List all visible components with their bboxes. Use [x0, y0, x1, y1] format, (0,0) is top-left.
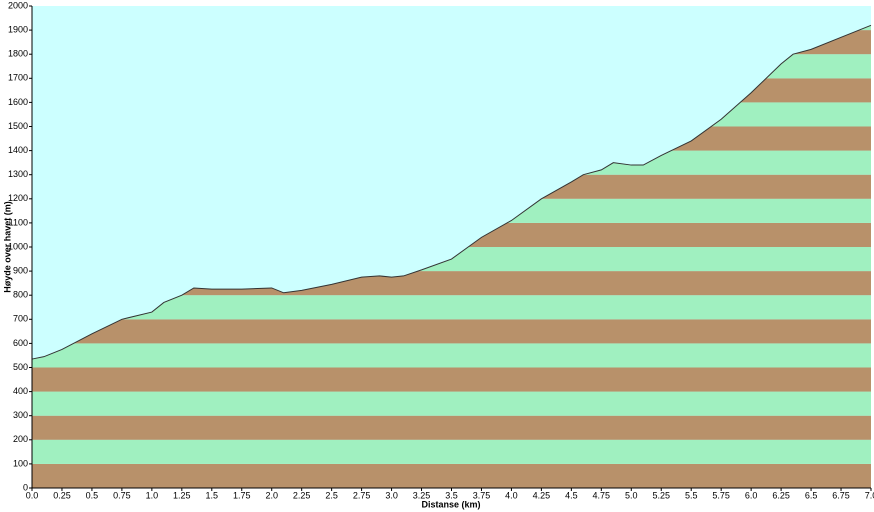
y-tick-label: 700 — [13, 314, 28, 324]
y-tick-label: 1300 — [8, 169, 28, 179]
x-tick-label: 5.5 — [685, 490, 698, 500]
x-tick-label: 5.25 — [652, 490, 670, 500]
y-tick-label: 1500 — [8, 121, 28, 131]
x-tick-label: 0.25 — [53, 490, 71, 500]
x-tick-label: 1.5 — [206, 490, 219, 500]
y-tick-label: 500 — [13, 362, 28, 372]
y-tick-label: 1200 — [8, 193, 28, 203]
x-tick-label: 1.0 — [146, 490, 159, 500]
x-tick-label: 6.75 — [832, 490, 850, 500]
x-tick-label: 4.75 — [593, 490, 611, 500]
x-tick-label: 2.75 — [353, 490, 371, 500]
x-tick-label: 3.0 — [385, 490, 398, 500]
x-tick-label: 3.5 — [445, 490, 458, 500]
elevation-band — [32, 415, 871, 440]
y-tick-label: 400 — [13, 386, 28, 396]
y-tick-label: 1100 — [9, 217, 28, 227]
y-tick-label: 100 — [13, 458, 28, 468]
y-tick-label: 200 — [13, 434, 28, 444]
x-tick-label: 4.0 — [505, 490, 518, 500]
y-tick-label: 600 — [13, 338, 28, 348]
x-tick-label: 0.0 — [26, 490, 39, 500]
y-tick-label: 1000 — [8, 241, 28, 251]
elevation-band — [32, 319, 871, 344]
x-tick-label: 3.25 — [413, 490, 431, 500]
x-tick-label: 5.0 — [625, 490, 638, 500]
y-tick-label: 1900 — [8, 24, 28, 34]
y-tick-label: 1800 — [8, 49, 28, 59]
y-tick-label: 2000 — [8, 0, 28, 10]
elevation-line — [31, 24, 872, 360]
elevation-band — [32, 367, 871, 392]
elevation-band — [32, 343, 871, 368]
x-tick-label: 3.75 — [473, 490, 491, 500]
x-tick-label: 1.25 — [173, 490, 191, 500]
elevation-band — [32, 439, 871, 464]
x-tick-label: 2.25 — [293, 490, 311, 500]
x-tick-label: 2.5 — [325, 490, 338, 500]
y-axis-title: Høyde over havet (m) — [2, 201, 12, 293]
x-tick-label: 0.5 — [86, 490, 99, 500]
x-tick-label: 4.5 — [565, 490, 578, 500]
y-tick-label: 0 — [23, 482, 28, 492]
x-tick-label: 7.0 — [865, 490, 874, 500]
y-tick-label: 800 — [13, 290, 28, 300]
x-tick-label: 5.75 — [712, 490, 730, 500]
y-tick-label: 1600 — [8, 97, 28, 107]
x-axis-title: Distanse (km) — [421, 499, 480, 509]
x-tick-label: 1.75 — [233, 490, 251, 500]
x-tick-label: 6.25 — [772, 490, 790, 500]
x-tick-label: 2.0 — [265, 490, 278, 500]
x-tick-label: 6.0 — [745, 490, 758, 500]
y-tick-label: 900 — [13, 265, 28, 275]
x-tick-label: 4.25 — [533, 490, 551, 500]
y-tick-label: 1700 — [8, 73, 28, 83]
x-tick-label: 0.75 — [113, 490, 131, 500]
elevation-band — [32, 463, 871, 488]
x-tick-label: 6.5 — [805, 490, 818, 500]
y-tick-label: 300 — [13, 410, 28, 420]
y-tick-label: 1400 — [8, 145, 28, 155]
elevation-band — [32, 391, 871, 416]
